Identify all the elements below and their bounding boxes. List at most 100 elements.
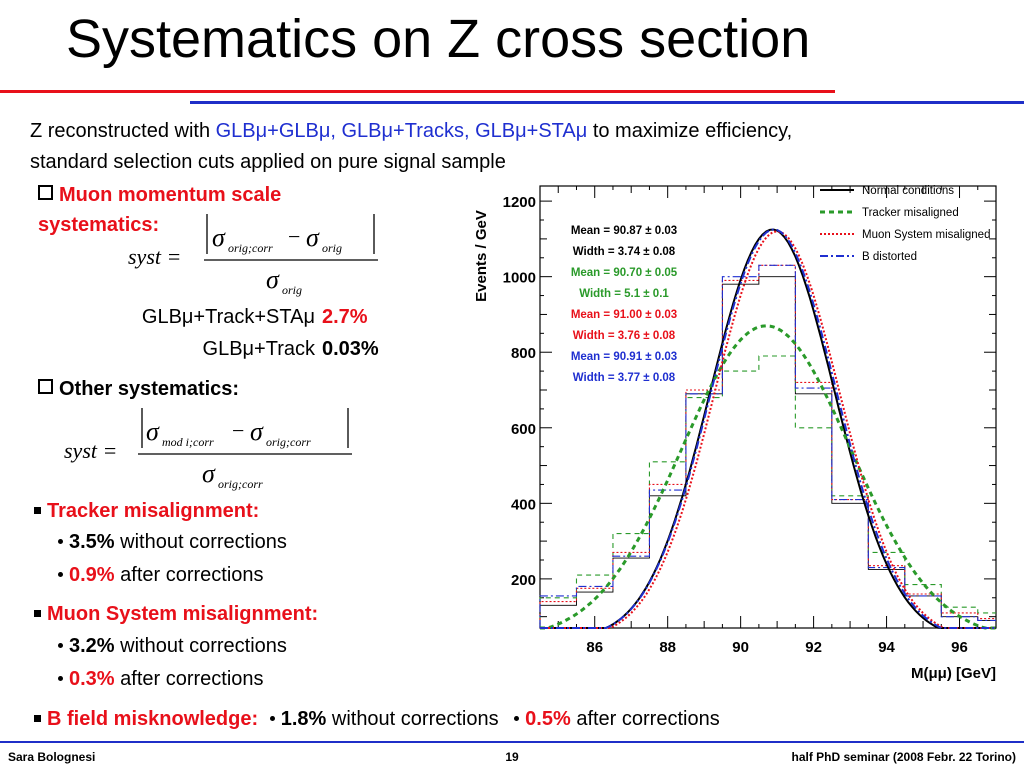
y-tick-label: 600 bbox=[511, 421, 536, 438]
formula-lhs: syst = bbox=[128, 244, 181, 269]
dot-bullet-icon bbox=[58, 643, 63, 648]
footer-author: Sara Bolognesi bbox=[8, 750, 96, 764]
fit-curve-2 bbox=[540, 230, 996, 629]
x-tick-label: 90 bbox=[732, 639, 749, 656]
legend-label-3: B distorted bbox=[862, 251, 917, 263]
formula-sigma-a: σ bbox=[212, 223, 226, 252]
z-mass-histogram: 86 88 90 92 94 96 200 400 600 800 1000 1200 M(μμ) [G… bbox=[473, 185, 997, 682]
muon-system-item-1: 3.2% without corrections bbox=[58, 635, 287, 658]
formula-sub-a: orig;corr bbox=[228, 241, 273, 255]
dot-bullet-icon bbox=[514, 716, 520, 721]
stats-mean-0: Mean = 90.87 ± 0.03 bbox=[571, 225, 677, 237]
muon-system-heading: Muon System misalignment: bbox=[34, 603, 318, 626]
muon-system-heading-text: Muon System misalignment: bbox=[47, 603, 319, 625]
stats-width-0: Width = 3.74 ± 0.08 bbox=[573, 246, 676, 258]
dot-bullet-icon bbox=[58, 676, 63, 681]
muon-system-text-1: without corrections bbox=[114, 635, 287, 657]
formula-sub-a: mod i;corr bbox=[162, 435, 214, 449]
intro-line-1: Z reconstructed with GLBμ+GLBμ, GLBμ+Tra… bbox=[30, 120, 792, 143]
formula-sigma-a: σ bbox=[146, 417, 160, 446]
legend-label-2: Muon System misaligned bbox=[862, 229, 990, 241]
formula-sub-b: orig;corr bbox=[266, 435, 311, 449]
y-tick-label: 1000 bbox=[503, 270, 536, 287]
other-formula: syst = σ mod i;corr − σ orig;corr σ orig… bbox=[64, 408, 352, 491]
muon-system-item-2: 0.3% after corrections bbox=[58, 668, 264, 691]
square-bullet-icon bbox=[34, 507, 41, 514]
muon-scale-formula: syst = σ orig;corr − σ orig σ orig bbox=[128, 214, 378, 297]
stats-mean-2: Mean = 91.00 ± 0.03 bbox=[571, 309, 677, 321]
checkbox-bullet-icon bbox=[38, 379, 53, 394]
y-tick-label: 800 bbox=[511, 345, 536, 362]
formula-sigma-b: σ bbox=[250, 417, 264, 446]
x-tick-label: 94 bbox=[878, 639, 895, 656]
footer-event: half PhD seminar (2008 Febr. 22 Torino) bbox=[791, 750, 1016, 764]
bfield-value-1: 1.8% bbox=[280, 708, 327, 730]
muon-scale-heading-2: systematics: bbox=[38, 214, 160, 236]
checkbox-bullet-icon bbox=[38, 185, 53, 200]
tracker-heading: Tracker misalignment: bbox=[34, 500, 259, 523]
footer-page-number: 19 bbox=[505, 750, 519, 764]
stats-width-1: Width = 5.1 ± 0.1 bbox=[579, 288, 669, 300]
footer-rule bbox=[0, 741, 1024, 743]
tracker-heading-text: Tracker misalignment: bbox=[47, 500, 260, 522]
other-heading: Other systematics: bbox=[38, 378, 239, 401]
other-heading-text: Other systematics: bbox=[59, 378, 240, 400]
y-tick-label: 400 bbox=[511, 496, 536, 513]
bfield-heading: B field misknowledge: bbox=[47, 708, 259, 730]
tracker-value-2: 0.9% bbox=[69, 564, 115, 586]
formula-minus: − bbox=[288, 224, 300, 249]
x-tick-label: 88 bbox=[659, 639, 676, 656]
bfield-text-2: after corrections bbox=[570, 708, 720, 730]
x-axis-label: M(μμ) [GeV] bbox=[911, 665, 996, 682]
slide-title: Systematics on Z cross section bbox=[66, 9, 811, 69]
formula-den-sigma: σ bbox=[266, 265, 280, 294]
stats-width-3: Width = 3.77 ± 0.08 bbox=[573, 372, 676, 384]
x-tick-label: 96 bbox=[951, 639, 968, 656]
muon-system-value-1: 3.2% bbox=[69, 635, 115, 657]
y-tick-label: 200 bbox=[511, 572, 536, 589]
formula-den-sub: orig bbox=[282, 283, 302, 297]
square-bullet-icon bbox=[34, 715, 41, 722]
fit-curve-3 bbox=[540, 228, 996, 629]
title-rule-blue bbox=[190, 101, 1024, 104]
formula-den-sigma: σ bbox=[202, 459, 216, 488]
intro-text-a: Z reconstructed with bbox=[30, 120, 216, 142]
bfield-value-2: 0.5% bbox=[525, 708, 571, 730]
square-bullet-icon bbox=[34, 610, 41, 617]
dot-bullet-icon bbox=[58, 572, 63, 577]
muon-scale-heading: Muon momentum scale bbox=[38, 184, 281, 207]
stats-mean-1: Mean = 90.70 ± 0.05 bbox=[571, 267, 678, 279]
formula-lhs: syst = bbox=[64, 438, 117, 463]
muon-system-value-2: 0.3% bbox=[69, 668, 115, 690]
muon-scale-heading-text: Muon momentum scale bbox=[59, 184, 282, 206]
row-label-2: GLBμ+Track bbox=[202, 338, 315, 360]
y-axis-label: Events / GeV bbox=[473, 210, 490, 302]
legend-label-1: Tracker misaligned bbox=[862, 207, 959, 219]
bfield-line: B field misknowledge: 1.8% without corre… bbox=[34, 708, 720, 731]
stats-width-2: Width = 3.76 ± 0.08 bbox=[573, 330, 676, 342]
stats-mean-3: Mean = 90.91 ± 0.03 bbox=[571, 351, 677, 363]
formula-sub-b: orig bbox=[322, 241, 342, 255]
row-value-2: 0.03% bbox=[322, 338, 379, 360]
tracker-text-2: after corrections bbox=[114, 564, 264, 586]
dot-bullet-icon bbox=[269, 716, 275, 721]
plot-frame bbox=[539, 185, 997, 629]
intro-line-2: standard selection cuts applied on pure … bbox=[30, 151, 506, 173]
formula-minus: − bbox=[232, 418, 244, 443]
x-tick-label: 86 bbox=[586, 639, 603, 656]
formula-den-sub: orig;corr bbox=[218, 477, 263, 491]
y-tick-label: 1200 bbox=[503, 194, 536, 211]
tracker-value-1: 3.5% bbox=[69, 531, 115, 553]
title-rule-red bbox=[0, 90, 835, 93]
x-tick-label: 92 bbox=[805, 639, 822, 656]
muon-system-text-2: after corrections bbox=[114, 668, 264, 690]
tracker-item-2: 0.9% after corrections bbox=[58, 564, 264, 587]
dot-bullet-icon bbox=[58, 539, 63, 544]
row-label-1: GLBμ+Track+STAμ bbox=[141, 306, 315, 328]
intro-text-c: to maximize efficiency, bbox=[587, 120, 793, 142]
legend-label-0: Normal conditions bbox=[862, 185, 954, 197]
intro-modes: GLBμ+GLBμ, GLBμ+Tracks, GLBμ+STAμ bbox=[215, 120, 588, 142]
fit-curve-1 bbox=[540, 324, 996, 630]
row-value-1: 2.7% bbox=[322, 306, 368, 328]
tracker-text-1: without corrections bbox=[114, 531, 287, 553]
